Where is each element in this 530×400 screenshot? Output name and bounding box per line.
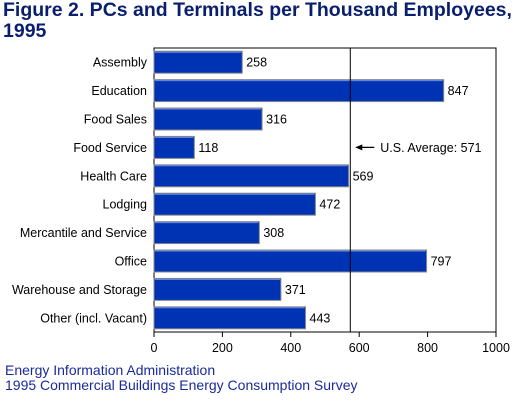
bar: [153, 135, 195, 159]
x-tick-label: 0: [151, 341, 158, 355]
category-label: Education: [91, 84, 147, 98]
bar: [153, 221, 260, 245]
source-line-1: Energy Information Administration: [5, 362, 216, 378]
category-label: Lodging: [103, 198, 148, 212]
x-tick-label: 600: [349, 341, 370, 355]
average-label: U.S. Average: 571: [380, 141, 481, 155]
data-label: 569: [353, 169, 374, 183]
data-label: 443: [310, 311, 331, 325]
plot-area: Assembly 258 Education 847 Food Sales 316 Food…: [12, 47, 510, 355]
bar: [153, 164, 350, 188]
category-label: Assembly: [93, 56, 148, 70]
plot-frame: [153, 47, 497, 333]
data-label: 118: [198, 141, 218, 155]
bar: [153, 306, 307, 330]
data-label: 316: [266, 113, 287, 127]
x-tick-label: 400: [280, 341, 301, 355]
x-tick-label: 800: [417, 341, 438, 355]
data-label: 371: [285, 283, 306, 297]
bar: [153, 249, 428, 273]
average-arrow-head: [355, 144, 363, 151]
x-tick-label: 200: [212, 341, 233, 355]
category-label: Office: [115, 255, 147, 269]
bar: [153, 277, 282, 301]
category-label: Other (incl. Vacant): [40, 311, 147, 325]
category-label: Food Sales: [84, 113, 147, 127]
bar: [153, 79, 445, 103]
source-line-2: 1995 Commercial Buildings Energy Consump…: [5, 377, 358, 393]
category-label: Mercantile and Service: [20, 226, 147, 240]
x-tick-label: 1000: [482, 341, 510, 355]
data-label: 847: [448, 84, 469, 98]
data-label: 258: [246, 56, 267, 70]
category-label: Health Care: [80, 169, 147, 183]
data-label: 308: [263, 226, 284, 240]
bar: [153, 192, 316, 216]
chart-title: Figure 2. PCs and Terminals per Thousand…: [3, 0, 512, 42]
bar: [153, 50, 243, 74]
category-label: Warehouse and Storage: [12, 283, 147, 297]
data-label: 797: [431, 255, 452, 269]
bar: [153, 107, 263, 131]
category-label: Food Service: [73, 141, 147, 155]
data-label: 472: [319, 198, 340, 212]
